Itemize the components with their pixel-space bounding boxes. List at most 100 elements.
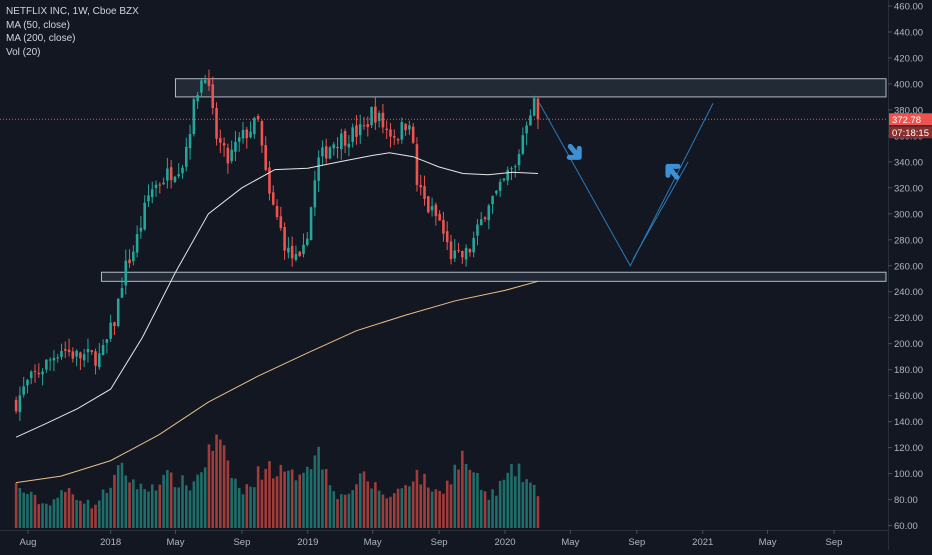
candle	[71, 351, 75, 359]
candle	[290, 245, 294, 259]
volume-bar	[521, 482, 525, 528]
volume-bar	[211, 450, 215, 528]
candle	[33, 370, 37, 373]
candle	[188, 134, 192, 149]
countdown-badge	[889, 126, 932, 139]
candle	[29, 371, 33, 379]
candle	[464, 247, 468, 260]
candle	[245, 129, 249, 139]
candle	[449, 241, 453, 260]
candle	[298, 251, 302, 257]
time-tick-label: Aug	[20, 537, 37, 548]
volume-bar	[113, 474, 116, 528]
candle	[525, 125, 528, 134]
arrow-down-icon	[566, 143, 582, 160]
candle	[48, 359, 52, 361]
candle	[510, 168, 513, 170]
candle	[162, 182, 165, 185]
volume-bar	[188, 490, 192, 528]
volume-bar	[184, 485, 188, 528]
candle	[14, 399, 18, 412]
volume-bar	[415, 469, 419, 528]
volume-bar	[279, 464, 283, 528]
volume-bar	[245, 484, 249, 528]
volume-bar	[116, 465, 120, 528]
volume-bar	[498, 480, 502, 528]
resistance-zone	[174, 78, 887, 98]
candle	[294, 254, 298, 260]
candle	[408, 125, 411, 130]
volume-bar	[139, 483, 143, 528]
ma200-label: MA (200, close)	[6, 33, 76, 44]
price-tick-label: 160.00	[894, 391, 923, 402]
volume-bar	[75, 499, 78, 528]
volume-bar	[461, 450, 464, 528]
volume-bar	[287, 470, 290, 528]
volume-bar	[419, 484, 423, 528]
candle	[101, 344, 105, 356]
volume-bar	[260, 479, 264, 528]
candle	[366, 124, 370, 127]
volume-bar	[154, 490, 158, 528]
volume-bar	[71, 494, 75, 528]
volume-bar	[340, 494, 343, 528]
candle	[128, 259, 131, 264]
time-tick-label: 2021	[692, 537, 713, 548]
volume-bar	[517, 463, 521, 528]
candle	[411, 126, 415, 143]
volume-bar	[408, 486, 411, 528]
volume-bar	[135, 489, 139, 528]
volume-bars	[14, 434, 540, 528]
volume-bar	[101, 489, 105, 528]
volume-bar	[230, 477, 233, 528]
price-tick-label: 440.00	[894, 27, 923, 38]
candle	[340, 133, 343, 150]
time-tick-label: 2018	[100, 537, 121, 548]
volume-bar	[355, 484, 358, 528]
volume-bar	[207, 444, 211, 528]
volume-bar	[98, 500, 101, 528]
time-tick-label: May	[561, 537, 579, 548]
candles	[14, 69, 540, 421]
candle	[317, 157, 320, 181]
volume-bar	[476, 473, 479, 528]
candle	[468, 248, 472, 253]
candle	[177, 174, 181, 177]
candle	[309, 207, 313, 241]
candle	[381, 112, 385, 128]
last-price-label: 372.78	[892, 115, 921, 126]
candle	[336, 146, 339, 149]
volume-bar	[445, 480, 449, 528]
volume-bar	[366, 481, 370, 528]
volume-bar	[457, 469, 460, 528]
price-tick-label: 100.00	[894, 469, 923, 480]
volume-bar	[60, 490, 63, 528]
moving-averages	[15, 152, 539, 484]
price-tick-label: 420.00	[894, 53, 923, 64]
time-tick-label: Sep	[233, 537, 250, 548]
candle	[18, 395, 22, 413]
candle	[427, 196, 430, 213]
candle	[120, 288, 124, 298]
candle	[377, 112, 381, 121]
candle	[498, 181, 502, 191]
volume-bar	[468, 469, 472, 528]
volume-bar	[290, 469, 294, 528]
price-tick-label: 280.00	[894, 235, 923, 246]
candle	[355, 125, 358, 137]
candle	[400, 122, 404, 140]
volume-bar	[147, 491, 150, 528]
candle	[124, 260, 128, 286]
candle	[343, 130, 347, 146]
candle	[94, 351, 97, 366]
ma50-line	[15, 152, 539, 438]
price-tick-label: 240.00	[894, 287, 923, 298]
candle	[396, 139, 400, 141]
candle	[22, 386, 25, 395]
volume-bar	[362, 471, 366, 528]
zones	[100, 78, 887, 282]
volume-bar	[56, 497, 59, 528]
volume-bar	[22, 492, 25, 528]
